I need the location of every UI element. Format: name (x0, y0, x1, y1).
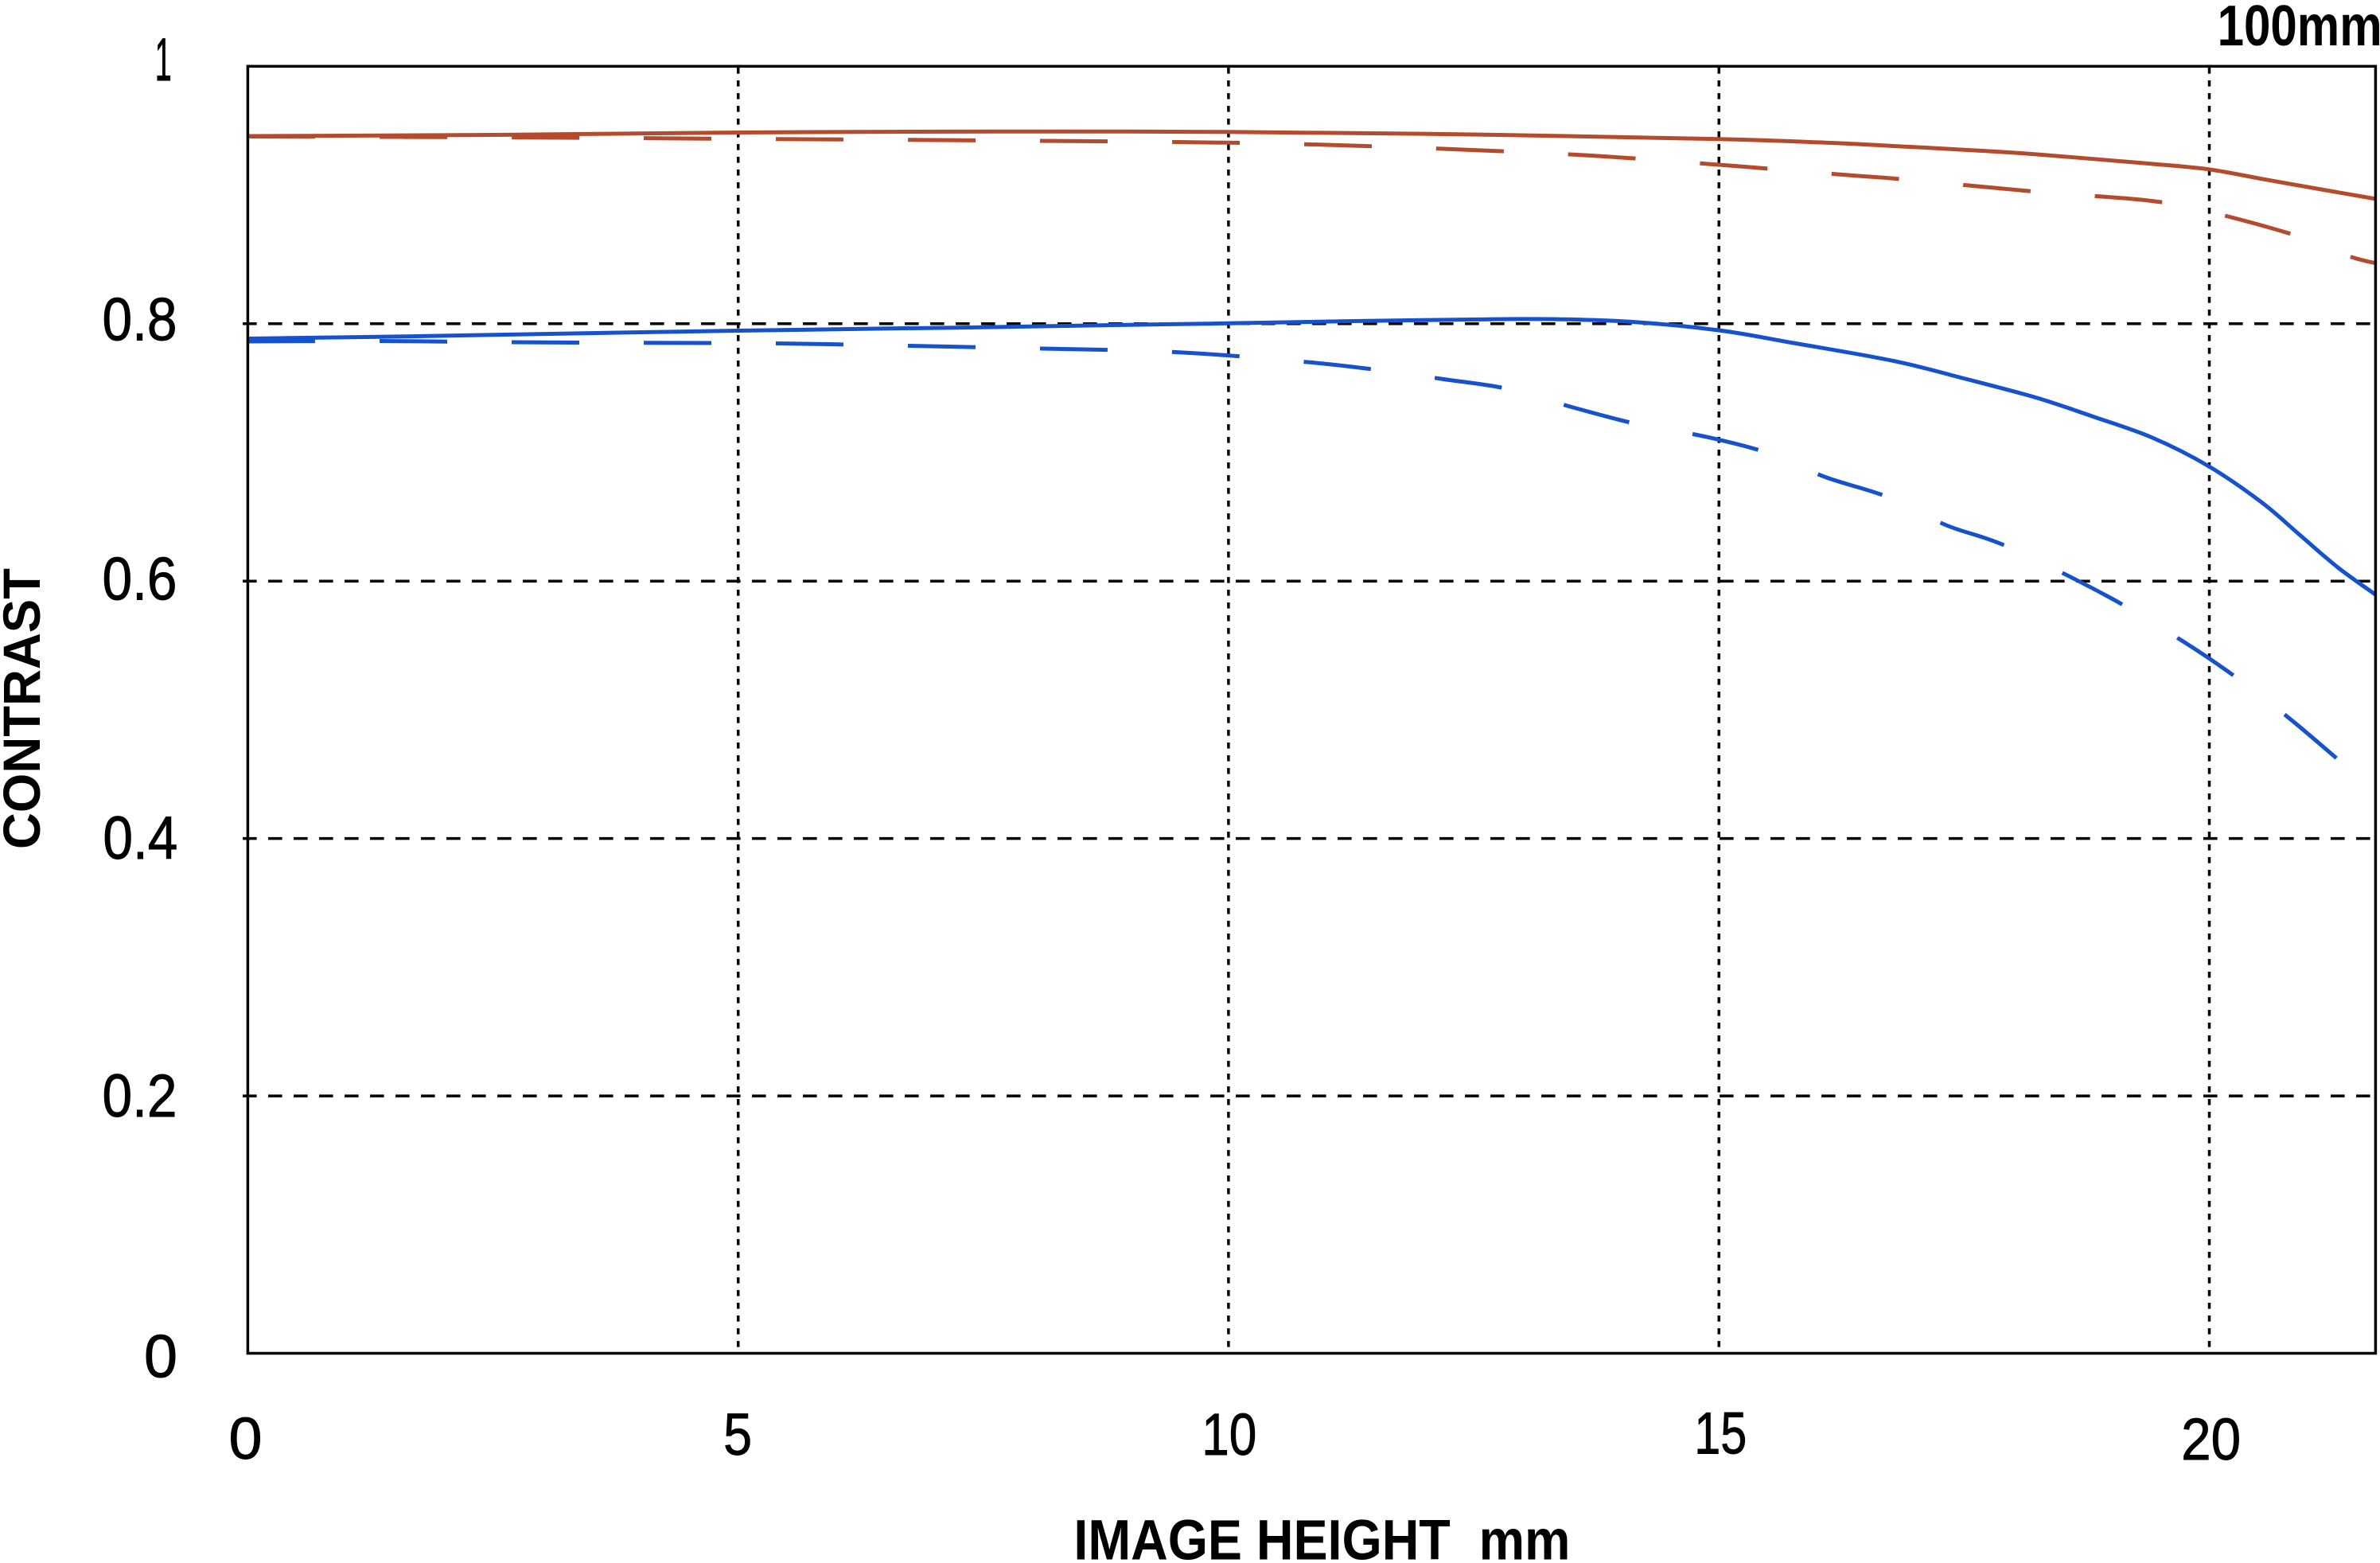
svg-text:15: 15 (1694, 1401, 1747, 1467)
svg-text:0: 0 (144, 1323, 177, 1391)
svg-text:0.8: 0.8 (103, 286, 177, 353)
svg-text:0.4: 0.4 (103, 805, 177, 872)
svg-text:20: 20 (2181, 1406, 2241, 1472)
svg-text:IMAGE HEIGHT mm: IMAGE HEIGHT mm (1073, 1510, 1570, 1563)
svg-text:0.2: 0.2 (103, 1062, 177, 1130)
svg-text:100mm: 100mm (2218, 0, 2380, 58)
svg-text:0.6: 0.6 (103, 545, 177, 613)
svg-text:0: 0 (229, 1405, 263, 1471)
svg-text:CONTRAST: CONTRAST (0, 568, 51, 849)
svg-text:10: 10 (1202, 1401, 1256, 1468)
svg-text:1: 1 (155, 26, 172, 94)
svg-text:5: 5 (723, 1401, 752, 1468)
